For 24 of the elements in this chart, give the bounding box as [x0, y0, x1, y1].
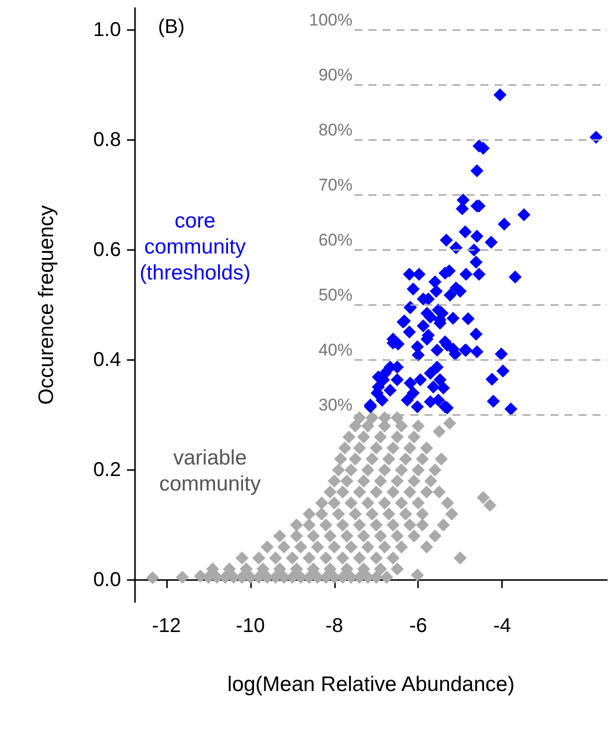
x-tick-label: -6 [409, 615, 428, 637]
y-tick-label: 1.0 [93, 19, 121, 41]
x-tick-label: -8 [325, 615, 344, 637]
ref-line-label: 30% [318, 396, 352, 414]
x-tick-label: -10 [236, 615, 265, 637]
ref-line-label: 100% [308, 10, 352, 30]
y-tick-label: 0.8 [93, 129, 121, 151]
y-tick-label: 0.0 [93, 569, 121, 591]
x-axis-title: log(Mean Relative Abundance) [227, 673, 515, 696]
x-tick-label: -4 [493, 615, 512, 637]
ref-line-label: 60% [318, 230, 352, 250]
x-tick-label: -12 [152, 615, 181, 637]
annotation: variable community [159, 446, 262, 496]
annotation: (B) [158, 16, 185, 38]
ref-line-label: 40% [318, 340, 352, 360]
y-axis-title: Occurence frequency [35, 204, 58, 405]
ref-line-label: 80% [318, 120, 352, 140]
y-tick-label: 0.2 [93, 459, 121, 481]
ref-line-label: 70% [318, 176, 352, 194]
ref-line-label: 50% [318, 286, 352, 304]
y-tick-label: 0.6 [93, 239, 121, 261]
y-tick-label: 0.4 [93, 349, 121, 371]
annotation: core community (thresholds) [140, 210, 250, 284]
ref-line-label: 90% [318, 66, 352, 84]
